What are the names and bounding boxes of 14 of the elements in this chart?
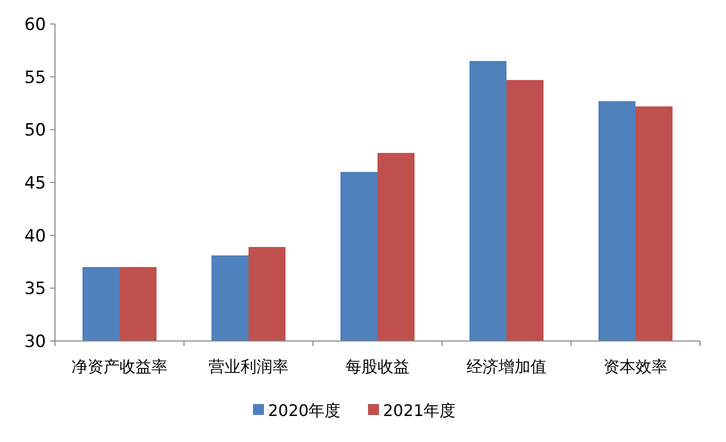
x-tick-label: 营业利润率 [208, 357, 288, 376]
legend-label: 2021年度 [383, 401, 456, 420]
y-tick-label: 30 [24, 332, 46, 352]
y-tick-label: 50 [24, 120, 46, 141]
y-tick-label: 35 [24, 279, 46, 300]
x-tick-label: 经济增加值 [466, 357, 546, 376]
x-tick-label: 每股收益 [346, 357, 410, 376]
y-tick-label: 60 [24, 15, 46, 35]
x-tick-label: 净资产收益率 [72, 357, 168, 376]
y-tick-label: 40 [24, 226, 46, 246]
legend-label: 2020年度 [268, 401, 341, 420]
x-tick-label: 资本效率 [604, 357, 668, 376]
y-tick-label: 55 [24, 68, 46, 88]
y-tick-label: 45 [24, 174, 46, 194]
